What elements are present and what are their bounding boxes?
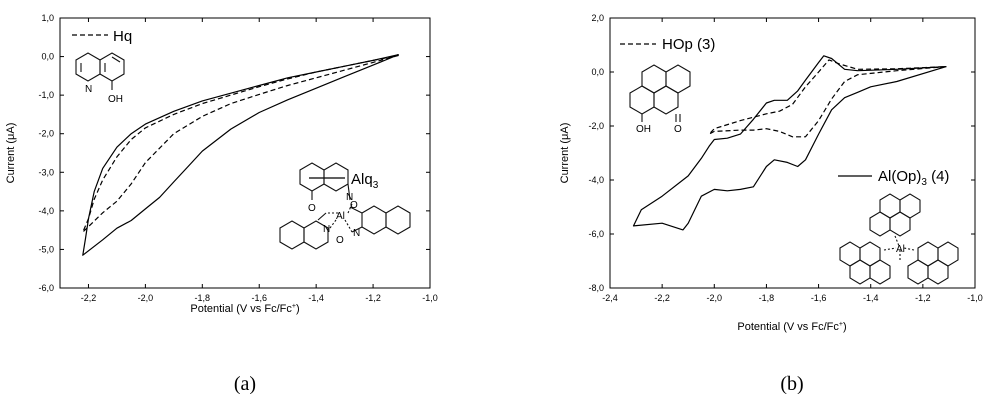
x-tick-label: -1,2 <box>915 293 931 303</box>
x-tick-label: -2,0 <box>707 293 723 303</box>
alq3-n1-label: N <box>346 192 353 203</box>
series-group-b <box>632 55 947 231</box>
hq-n-label: N <box>85 84 92 95</box>
x-tick-label: -1,6 <box>811 293 827 303</box>
y-tick-label: -6,0 <box>588 229 604 239</box>
panel-caption-a: (a) <box>234 373 256 394</box>
y-tick-label: 0,0 <box>41 52 54 62</box>
x-tick-label: -1,4 <box>308 293 324 303</box>
panel-a: -2,2 -2,0 -1,8 -1,6 -1,4 -1,2 -1,0 1,0 0,0 -1,0 -2… <box>5 13 438 395</box>
x-axis-label-b: Potential (V vs Fc/Fc+) <box>737 321 846 333</box>
alop3-al-label: Al <box>896 244 905 255</box>
hop-oh-label: OH <box>636 124 651 135</box>
x-tick-label: -1,4 <box>863 293 879 303</box>
plot-frame-b <box>609 17 976 289</box>
y-tick-label: -2,0 <box>38 129 54 139</box>
legend-label-hop: HOp (3) <box>662 36 715 53</box>
alq3-o1-label: O <box>308 203 316 214</box>
alq3-al-label: Al <box>336 211 345 222</box>
series-line-dashed <box>708 59 947 138</box>
x-axis-label-a: Potential (V vs Fc/Fc+) <box>190 303 299 315</box>
hq-structure-icon <box>75 52 125 90</box>
x-tick-label: -1,8 <box>195 293 211 303</box>
y-tick-label: -3,0 <box>38 167 54 177</box>
alq3-n2-label: N <box>323 224 330 235</box>
alop3-structure-icon <box>839 193 959 285</box>
axis-ticks-b: -2,4 -2,2 -2,0 -1,8 -1,6 -1,4 -1,2 -1,0 2,0 0,0 -2… <box>588 13 982 303</box>
x-tick-label: -1,0 <box>967 293 983 303</box>
panel-b: -2,4 -2,2 -2,0 -1,8 -1,6 -1,4 -1,2 -1,0 2,0 0,0 -2… <box>559 13 983 395</box>
y-axis-label-b: Current (μA) <box>559 123 571 184</box>
x-tick-label: -2,0 <box>138 293 154 303</box>
y-tick-label: -8,0 <box>588 283 604 293</box>
y-tick-label: -5,0 <box>38 244 54 254</box>
x-tick-label: -2,2 <box>654 293 670 303</box>
legend-label-alq3: Alq3 <box>351 171 379 191</box>
x-tick-label: -1,8 <box>759 293 775 303</box>
y-tick-label: -1,0 <box>38 90 54 100</box>
y-tick-label: -6,0 <box>38 283 54 293</box>
legend-label-alop3: Al(Op)3 (4) <box>878 168 949 188</box>
panel-caption-b: (b) <box>780 373 803 394</box>
plot-frame-a <box>59 17 431 289</box>
y-tick-label: -4,0 <box>588 175 604 185</box>
series-group-a <box>82 54 399 256</box>
x-tick-label: -2,2 <box>81 293 97 303</box>
y-tick-label: 1,0 <box>41 13 54 23</box>
alq3-n3-label: N <box>353 228 360 239</box>
alq3-structure-icon <box>279 162 411 250</box>
axis-ticks-a: -2,2 -2,0 -1,8 -1,6 -1,4 -1,2 -1,0 1,0 0,0 -1,0 -2… <box>38 13 437 303</box>
x-tick-label: -1,2 <box>365 293 381 303</box>
alq3-o3-label: O <box>336 235 344 246</box>
hq-oh-label: OH <box>108 94 123 105</box>
x-tick-label: -1,0 <box>422 293 438 303</box>
x-tick-label: -1,6 <box>251 293 267 303</box>
y-tick-label: -2,0 <box>588 121 604 131</box>
y-tick-label: 0,0 <box>591 67 604 77</box>
alq3-o2-label: O <box>350 200 358 211</box>
y-tick-label: -4,0 <box>38 206 54 216</box>
legend-label-hq: Hq <box>113 28 132 45</box>
hop-o-label: O <box>674 124 682 135</box>
series-line-solid <box>632 55 947 231</box>
series-line-solid <box>82 54 399 256</box>
hop-structure-icon <box>629 64 691 122</box>
y-tick-label: 2,0 <box>591 13 604 23</box>
x-tick-label: -2,4 <box>602 293 618 303</box>
y-axis-label-a: Current (μA) <box>5 123 17 184</box>
